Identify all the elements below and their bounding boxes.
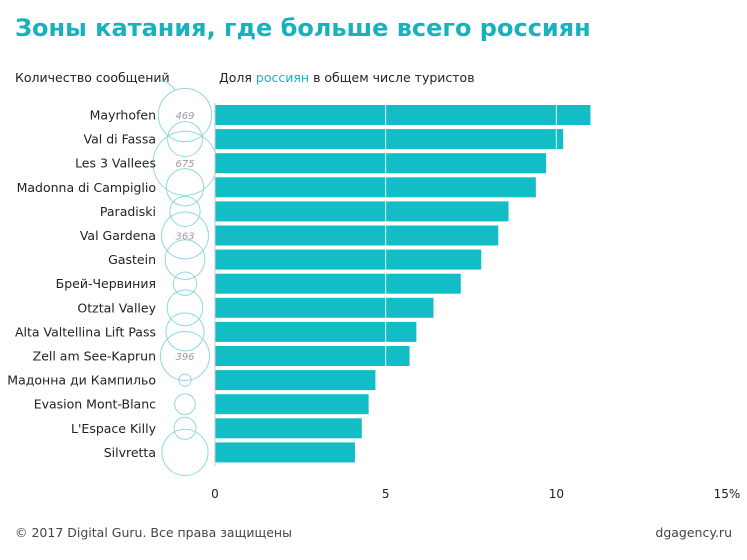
category-label: Mayrhofen [90,108,156,123]
category-label: Otztal Valley [77,300,156,315]
message-count-bubble [174,393,196,416]
message-count-bubble [161,428,209,476]
category-label: Alta Valtellina Lift Pass [15,324,156,339]
category-label: Val Gardena [80,228,156,243]
bar [215,129,564,150]
message-count-header: Количество сообщений [15,70,170,85]
message-count-bubble [173,416,197,440]
x-tick-label: 5 [382,487,390,501]
category-label: Madonna di Campiglio [17,180,156,195]
bar [215,153,547,174]
message-count-bubble [178,373,192,387]
bar [215,394,369,415]
message-count-label: 396 [175,352,194,363]
category-label: Les 3 Vallees [75,156,156,171]
share-header-suffix: в общем числе туристов [313,70,475,85]
message-count-label: 469 [175,111,194,122]
bar [215,201,509,222]
bar [215,321,417,342]
message-count-bubble [161,211,209,260]
bar-chart: 469 Mayrhofen Val di Fassa 675 Les 3 Vallees… [7,79,741,501]
category-label: Мадонна ди Кампильо [7,373,156,388]
category-label: Evasion Mont-Blanc [34,397,156,412]
message-count-label: 363 [175,232,194,243]
x-tick-label: 0 [211,487,219,501]
x-tick-label: 15% [714,487,741,501]
bar [215,370,376,391]
category-label: Zell am See-Kaprun [33,349,156,364]
bar [215,442,355,463]
message-count-label: 675 [175,159,194,170]
footer-site-link[interactable]: dgagency.ru [655,525,732,540]
share-header-prefix: Доля [219,70,252,85]
category-label: L'Espace Killy [71,421,157,436]
bar [215,418,362,439]
message-count-bubble [169,195,201,227]
share-header: Доля россиян в общем числе туристов [219,70,475,85]
category-label: Val di Fassa [84,132,156,147]
category-label: Gastein [108,252,156,267]
category-label: Silvretta [104,445,156,460]
bar [215,105,591,125]
bar [215,346,410,366]
count-header-connector [159,79,176,91]
category-label: Брей-Червиния [56,276,156,291]
bar [215,249,482,270]
bar [215,225,499,246]
bar [215,297,434,318]
share-header-highlight: россиян [255,70,310,85]
bar [215,273,461,294]
message-count-bubble [159,330,211,382]
message-count-bubble [165,312,205,352]
footer-copyright: © 2017 Digital Guru. Все права защищены [15,525,292,540]
message-count-bubble [157,87,213,143]
message-count-bubble [172,271,198,296]
x-tick-label: 10 [549,487,564,501]
category-label: Paradiski [100,204,156,219]
chart-title: Зоны катания, где больше всего россиян [15,14,591,42]
message-count-bubble [167,121,203,158]
message-count-bubble [164,239,206,280]
message-count-bubble [165,168,205,207]
bar [215,177,536,198]
message-count-bubble [166,289,204,327]
